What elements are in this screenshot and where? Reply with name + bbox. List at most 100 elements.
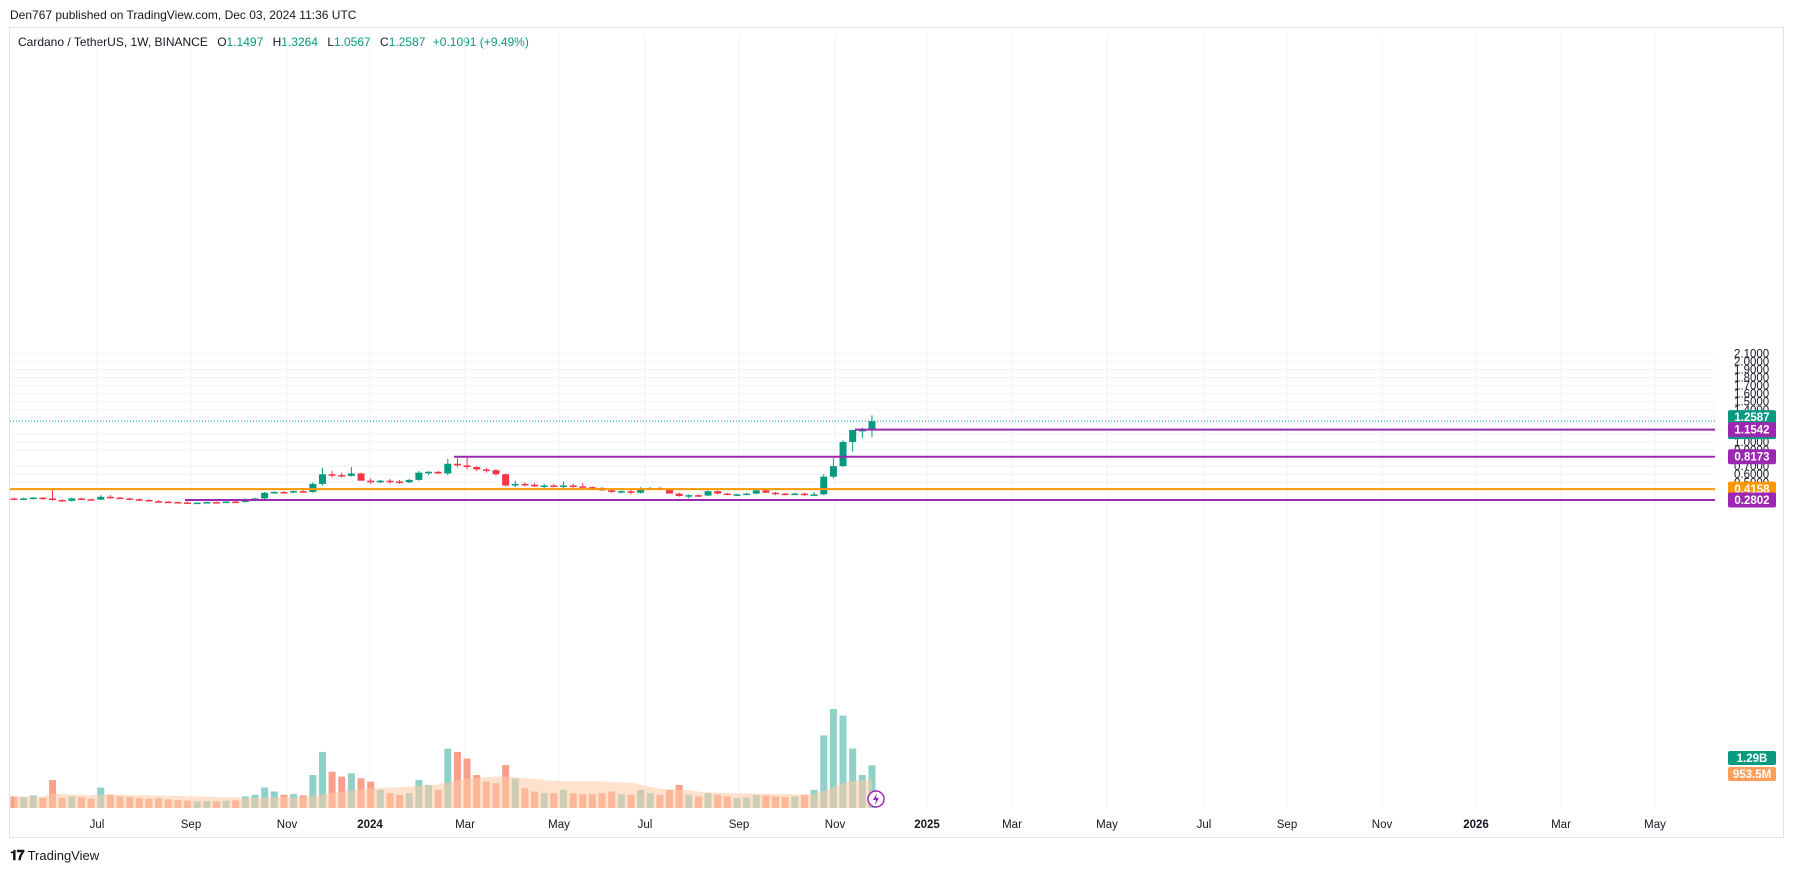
candle-body[interactable] xyxy=(531,484,539,487)
candle-body[interactable] xyxy=(145,500,153,502)
candle-body[interactable] xyxy=(704,491,712,496)
candle-body[interactable] xyxy=(87,499,95,501)
footer: 𝟏𝟕 TradingView xyxy=(10,847,99,864)
candle-body[interactable] xyxy=(77,498,85,500)
candle-body[interactable] xyxy=(328,474,336,476)
candle-body[interactable] xyxy=(347,473,355,476)
candle-body[interactable] xyxy=(68,498,76,501)
time-tick-label: Nov xyxy=(1372,819,1393,831)
candle-body[interactable] xyxy=(299,491,307,493)
candle-body[interactable] xyxy=(521,483,529,486)
candle-body[interactable] xyxy=(376,480,384,483)
candle-body[interactable] xyxy=(396,481,404,483)
candle-body[interactable] xyxy=(723,493,731,496)
candle-body[interactable] xyxy=(637,488,645,493)
candle-body[interactable] xyxy=(550,485,558,488)
candle-body[interactable] xyxy=(694,495,702,497)
candle-body[interactable] xyxy=(212,502,220,504)
candle-body[interactable] xyxy=(617,491,625,493)
candle-body[interactable] xyxy=(752,490,760,494)
candle-body[interactable] xyxy=(839,442,847,467)
candle-body[interactable] xyxy=(781,493,789,496)
candle-body[interactable] xyxy=(193,502,201,505)
candle-body[interactable] xyxy=(280,491,288,494)
candle-body[interactable] xyxy=(164,501,172,504)
candle-body[interactable] xyxy=(579,486,587,488)
candle-body[interactable] xyxy=(97,496,105,500)
candle-body[interactable] xyxy=(829,466,837,477)
candle-body[interactable] xyxy=(540,485,548,488)
candle-body[interactable] xyxy=(482,469,490,471)
candle-body[interactable] xyxy=(106,496,114,499)
candle-body[interactable] xyxy=(405,479,413,483)
candle-body[interactable] xyxy=(425,471,433,474)
candle-body[interactable] xyxy=(627,491,635,493)
last-price-tag-bg xyxy=(1728,410,1776,425)
volume-bar xyxy=(849,748,857,808)
candle-body[interactable] xyxy=(357,473,365,481)
candle-body[interactable] xyxy=(135,499,143,501)
candle-body[interactable] xyxy=(453,463,461,466)
candle-body[interactable] xyxy=(858,429,866,432)
volume-up-tag: 1.29B xyxy=(1737,753,1768,765)
symbol-name[interactable]: Cardano / TetherUS, 1W, BINANCE xyxy=(18,35,208,49)
volume-ma-area xyxy=(14,776,872,808)
candle-body[interactable] xyxy=(714,491,722,494)
candle-body[interactable] xyxy=(155,501,163,503)
candle-body[interactable] xyxy=(222,501,230,504)
candle-body[interactable] xyxy=(126,498,134,500)
candle-body[interactable] xyxy=(868,421,876,430)
time-tick-label: Nov xyxy=(825,819,846,831)
candle-body[interactable] xyxy=(434,471,442,474)
candle-body[interactable] xyxy=(473,466,481,470)
candle-body[interactable] xyxy=(800,493,808,496)
candle-body[interactable] xyxy=(588,487,596,489)
candle-body[interactable] xyxy=(290,491,298,493)
candle-body[interactable] xyxy=(511,483,519,486)
candle-body[interactable] xyxy=(492,470,500,475)
candle-body[interactable] xyxy=(386,480,394,483)
candle-body[interactable] xyxy=(444,463,452,474)
time-tick-label: 2024 xyxy=(357,819,383,831)
candle-body[interactable] xyxy=(569,485,577,488)
level-low-tag: 0.2802 xyxy=(1734,495,1769,507)
candle-body[interactable] xyxy=(367,480,375,483)
candle-body[interactable] xyxy=(666,488,674,494)
candle-body[interactable] xyxy=(415,472,423,480)
candle-body[interactable] xyxy=(318,474,326,484)
candle-body[interactable] xyxy=(232,501,240,504)
candle-body[interactable] xyxy=(733,494,741,496)
volume-bar xyxy=(829,709,837,808)
candle-body[interactable] xyxy=(58,500,66,502)
candle-body[interactable] xyxy=(338,475,346,477)
candle-body[interactable] xyxy=(772,492,780,495)
candle-body[interactable] xyxy=(463,465,471,467)
candle-body[interactable] xyxy=(49,498,57,501)
candle-body[interactable] xyxy=(608,490,616,492)
time-tick-label: Jul xyxy=(1197,819,1212,831)
candle-body[interactable] xyxy=(29,497,37,500)
candle-body[interactable] xyxy=(791,493,799,496)
volume-bar xyxy=(444,748,452,808)
candle-body[interactable] xyxy=(502,474,510,486)
candle-body[interactable] xyxy=(685,495,693,497)
candle-body[interactable] xyxy=(270,491,278,494)
candle-body[interactable] xyxy=(10,498,18,500)
candle-body[interactable] xyxy=(116,497,124,500)
candle-body[interactable] xyxy=(762,490,770,493)
candle-body[interactable] xyxy=(849,429,857,442)
candle-body[interactable] xyxy=(174,502,182,504)
candle-body[interactable] xyxy=(261,492,269,499)
candle-body[interactable] xyxy=(20,498,28,500)
candle-body[interactable] xyxy=(184,502,192,504)
candle-body[interactable] xyxy=(820,476,828,495)
candle-body[interactable] xyxy=(39,497,47,500)
candle-body[interactable] xyxy=(743,493,751,496)
candle-body[interactable] xyxy=(675,493,683,497)
candle-body[interactable] xyxy=(309,483,317,492)
candle-body[interactable] xyxy=(559,485,567,488)
candle-body[interactable] xyxy=(810,494,818,496)
candle-body[interactable] xyxy=(203,502,211,504)
symbol-legend[interactable]: Cardano / TetherUS, 1W, BINANCE O1.1497 … xyxy=(18,35,529,49)
